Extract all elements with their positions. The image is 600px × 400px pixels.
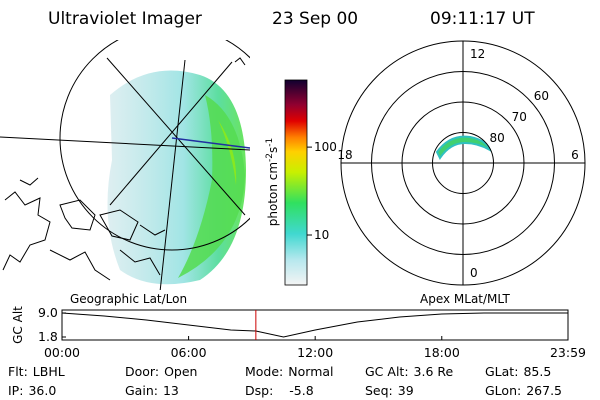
status-item: Flt: LBHL (8, 364, 65, 379)
status-item: Door: Open (125, 364, 197, 379)
status-label: Gain: (125, 383, 158, 398)
status-value: 13 (163, 383, 179, 398)
status-item: GC Alt: 3.6 Re (365, 364, 454, 379)
polar-mlt-label: 0 (470, 266, 478, 280)
polar-lat-label: 80 (490, 131, 505, 145)
status-item: Dsp: -5.8 (245, 383, 314, 398)
status-label: GC Alt: (365, 364, 409, 379)
x-tick-label: 00:00 (44, 345, 80, 360)
polar-outer-ring (340, 40, 586, 286)
right-label: Apex MLat/MLT (420, 292, 510, 306)
y-tick-label: 1.8 (38, 329, 58, 344)
status-label: Door: (125, 364, 159, 379)
status-label: Flt: (8, 364, 28, 379)
auroral-image (0, 40, 250, 290)
status-item: GLat: 85.5 (485, 364, 551, 379)
status-value: Normal (288, 364, 333, 379)
polar-mlt-label: 6 (571, 148, 579, 162)
status-value: 39 (398, 383, 414, 398)
y-tick-label: 9.0 (38, 305, 58, 320)
status-value: 3.6 Re (414, 364, 454, 379)
timeline-frame (61, 309, 569, 341)
status-label: GLon: (485, 383, 521, 398)
polar-plot (341, 41, 585, 285)
altitude-line (61, 312, 568, 338)
status-value: LBHL (33, 364, 65, 379)
polar-lat-label: 60 (534, 89, 549, 103)
polar-ring (432, 132, 494, 194)
colorbar-tick-label: 100 (314, 140, 337, 154)
status-label: Seq: (365, 383, 393, 398)
time: 09:11:17 UT (430, 9, 535, 29)
status-label: Dsp: (245, 383, 273, 398)
x-tick-label: 12:00 (297, 345, 333, 360)
colorbar (284, 79, 308, 286)
status-item: Gain: 13 (125, 383, 179, 398)
x-tick-label: 06:00 (171, 345, 207, 360)
instrument: Ultraviolet Imager (48, 9, 202, 29)
status-item: Seq: 39 (365, 383, 414, 398)
polar-mlt-label: 18 (337, 148, 352, 162)
x-tick-label: 23:59 (550, 345, 586, 360)
status-value: 36.0 (28, 383, 56, 398)
colorbar-label: photon cm-2s-1 (265, 138, 280, 227)
left-label: Geographic Lat/Lon (70, 292, 187, 306)
polar-lat-label: 70 (512, 110, 527, 124)
status-value: 85.5 (523, 364, 551, 379)
status-label: Mode: (245, 364, 283, 379)
footer: Flt: LBHL IP: 36.0 Door: Open Gain: 13 Mode: Norm… (8, 364, 562, 398)
polar-ring (371, 71, 555, 255)
status-item: IP: 36.0 (8, 383, 56, 398)
polar-ring (401, 101, 525, 225)
y-axis-label: GC Alt (11, 306, 25, 344)
status-value: Open (164, 364, 197, 379)
status-item: GLon: 267.5 (485, 383, 562, 398)
status-label: GLat: (485, 364, 518, 379)
x-tick-label: 18:00 (424, 345, 460, 360)
status-value: 267.5 (526, 383, 562, 398)
status-item: Mode: Normal (245, 364, 334, 379)
status-value: -5.8 (289, 383, 313, 398)
date: 23 Sep 00 (272, 9, 358, 29)
status-label: IP: (8, 383, 23, 398)
polar-mlt-label: 12 (470, 47, 485, 61)
colorbar-tick-label: 10 (314, 228, 329, 242)
